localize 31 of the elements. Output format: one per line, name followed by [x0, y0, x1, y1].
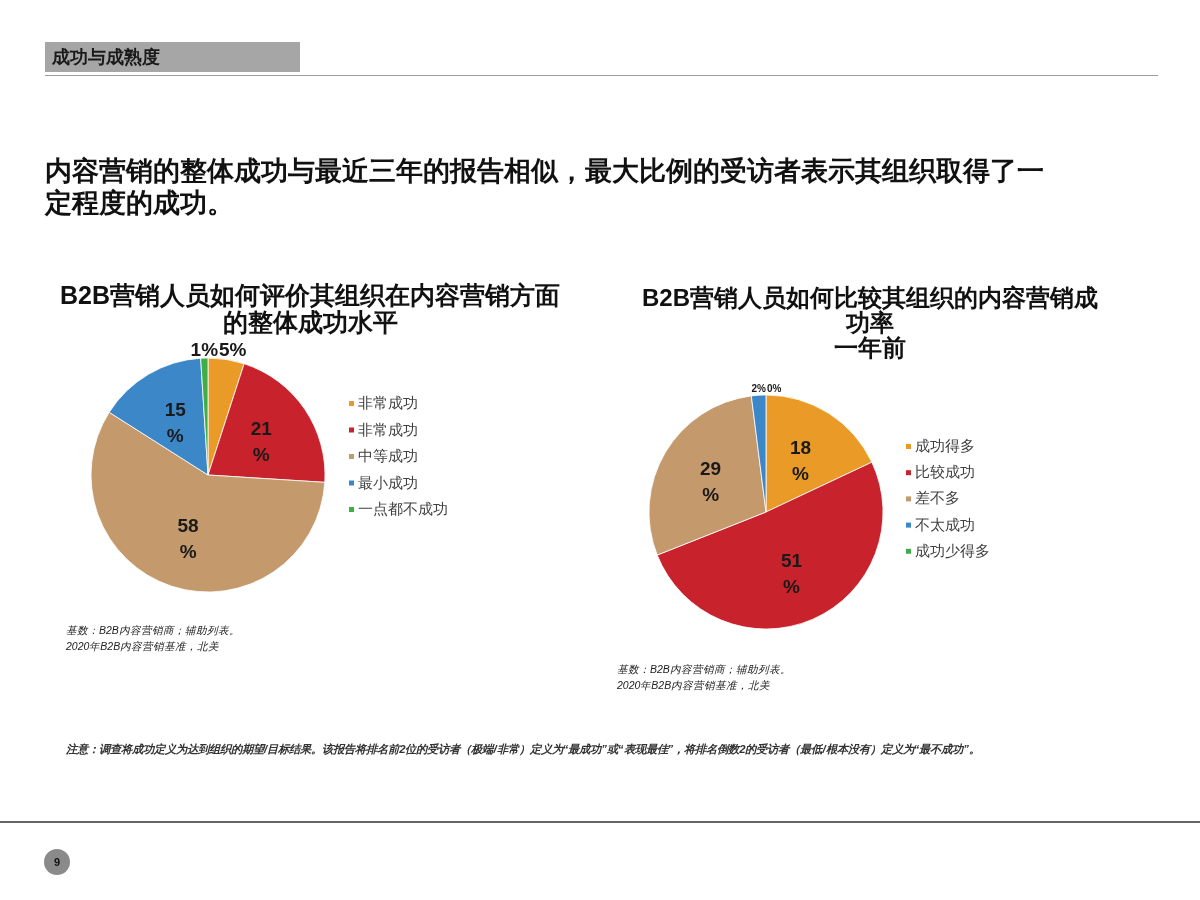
legend-label: 非常成功 — [358, 394, 418, 411]
legend-label: 成功少得多 — [915, 541, 990, 559]
data-label: 21% — [250, 417, 273, 465]
text: 基数：B2B内容营销商；辅助列表。 — [66, 623, 240, 637]
legend-label: 最小成功 — [358, 473, 418, 491]
text: 基数：B2B内容营销商；辅助列表。 — [617, 662, 791, 676]
data-label: 5% — [219, 339, 247, 360]
legend-label: 一点都不成功 — [358, 500, 448, 517]
data-label: 18% — [789, 436, 812, 484]
data-label: 58% — [177, 515, 199, 563]
text: 0% — [766, 383, 782, 394]
legend-label: 不太成功 — [915, 515, 975, 533]
legend-label: 差不多 — [915, 489, 960, 507]
text: 注意：调查将成功定义为达到组织的期望/目标结果。该报告将排名前2位的受访者（极端/非常）定义为“最成功”或“表现最佳”，将排名倒数2的受访者（最低/根本没有）定义为“最不成功”。 — [66, 742, 981, 758]
chart-title: B2B营销人员如何比较其组织的内容营销成功率 — [641, 284, 1099, 336]
text: 成功与成熟度 — [52, 47, 160, 67]
text: 9 — [52, 855, 62, 870]
data-label: 51% — [780, 550, 803, 598]
chart-title: B2B营销人员如何评价其组织在内容营销方面的整体成功水平 — [59, 281, 561, 336]
data-label: 15% — [164, 398, 187, 446]
data-label: 2% — [751, 383, 766, 394]
legend-label: 中等成功 — [358, 447, 418, 464]
text: 2020年B2B内容营销基准，北美 — [66, 639, 220, 653]
data-label: 29% — [700, 458, 722, 506]
data-label: 1% — [190, 339, 219, 360]
legend-label: 成功得多 — [915, 437, 975, 454]
text: 内容营销的整体成功与最近三年的报告相似，最大比例的受访者表示其组织取得了一定程度的成功。 — [45, 155, 1045, 219]
legend-label: 比较成功 — [915, 463, 975, 481]
chart-subtitle: 一年前 — [833, 334, 907, 361]
text: 2020年B2B内容营销基准，北美 — [617, 678, 771, 692]
legend-label: 非常成功 — [358, 420, 418, 438]
